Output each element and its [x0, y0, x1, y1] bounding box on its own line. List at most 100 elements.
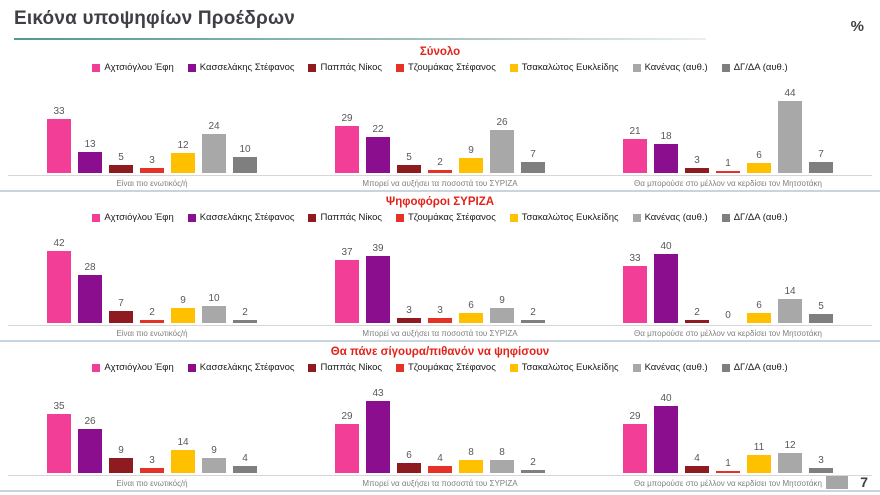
bar-column: 6 [747, 300, 771, 323]
bar [459, 158, 483, 173]
chart-group: 33 13 5 3 12 24 10 Είναι πιο ενωτικός/ή [8, 87, 296, 190]
x-axis-label: Μπορεί να αυξήσει τα ποσοστά του ΣΥΡΙΖΑ [296, 175, 584, 190]
bar-column: 3 [809, 455, 833, 473]
legend-item: ΔΓ/ΔΑ (αυθ.) [721, 212, 788, 223]
bar-value-label: 42 [53, 238, 65, 249]
bar [778, 453, 802, 473]
bar [366, 137, 390, 173]
bar-column: 6 [747, 150, 771, 173]
bar [428, 170, 452, 173]
legend-item: Τσακαλώτος Ευκλείδης [509, 212, 619, 223]
legend-swatch [308, 63, 317, 72]
bar [809, 162, 833, 173]
chart-group: 35 26 9 3 14 9 4 Είναι πιο ενωτικός/ή [8, 387, 296, 490]
bar-column: 7 [809, 149, 833, 173]
legend-label: Παππάς Νίκος [320, 212, 382, 223]
legend-item: Τζουμάκας Στέφανος [395, 212, 496, 223]
bar-value-label: 43 [372, 388, 384, 399]
bar-value-label: 3 [437, 305, 443, 316]
bars: 29 40 4 1 11 12 3 [584, 387, 872, 473]
bar-value-label: 12 [177, 140, 189, 151]
bar [490, 460, 514, 473]
legend-swatch [509, 213, 518, 222]
legend-swatch [308, 363, 317, 372]
bars: 33 40 2 0 6 14 5 [584, 237, 872, 323]
bar-value-label: 10 [208, 293, 220, 304]
bar [78, 152, 102, 173]
bar-value-label: 4 [694, 453, 700, 464]
bar-value-label: 14 [784, 286, 796, 297]
bar [366, 256, 390, 323]
chart-group: 21 18 3 1 6 44 7 Θα μπορούσε στο μέλλον να κερδ… [584, 87, 872, 190]
legend-label: Κανένας (αυθ.) [644, 362, 708, 373]
bars: 42 28 7 2 9 10 2 [8, 237, 296, 323]
bar-column: 26 [490, 117, 514, 173]
bar [428, 318, 452, 323]
bar [490, 308, 514, 323]
charts-row: 33 13 5 3 12 24 10 Είναι πιο ενωτικός/ή 29 22 5 2 9 2… [0, 87, 880, 190]
legend-label: Κανένας (αυθ.) [644, 212, 708, 223]
legend-swatch [308, 213, 317, 222]
bar-value-label: 8 [468, 447, 474, 458]
bar [459, 460, 483, 473]
legend-item: Κανένας (αυθ.) [632, 212, 708, 223]
bar-value-label: 11 [753, 442, 765, 453]
bar-column: 2 [428, 157, 452, 173]
bar-column: 3 [140, 455, 164, 473]
header: Εικόνα υποψηφίων Προέδρων % [0, 0, 880, 35]
legend-swatch [721, 63, 730, 72]
bar [623, 139, 647, 173]
bar [747, 163, 771, 173]
legend-item: Αχτσιόγλου Έφη [92, 62, 174, 73]
legend-label: Τζουμάκας Στέφανος [407, 212, 496, 223]
bar-column: 2 [233, 307, 257, 323]
bar [202, 306, 226, 323]
bar-value-label: 12 [784, 440, 796, 451]
legend-label: Αχτσιόγλου Έφη [104, 212, 174, 223]
footer: 7 [826, 474, 868, 490]
legend-label: Αχτσιόγλου Έφη [104, 62, 174, 73]
bar [47, 251, 71, 323]
bar-column: 35 [47, 401, 71, 473]
percent-label: % [850, 18, 864, 35]
legend-swatch [509, 363, 518, 372]
bar-column: 9 [490, 295, 514, 323]
page-number: 7 [860, 474, 868, 490]
bar [140, 168, 164, 173]
bar [716, 171, 740, 173]
legend-swatch [632, 213, 641, 222]
bar [233, 320, 257, 323]
legend-label: Κασσελάκης Στέφανος [199, 62, 295, 73]
chart-group: 29 43 6 4 8 8 2 Μπορεί να αυξήσει τα ποσοστά το… [296, 387, 584, 490]
chart-group: 37 39 3 3 6 9 2 Μπορεί να αυξήσει τα ποσοστά το… [296, 237, 584, 340]
bar-column: 28 [78, 262, 102, 323]
bar [78, 429, 102, 473]
bar-column: 2 [521, 307, 545, 323]
bar-column: 9 [202, 445, 226, 473]
bar [521, 162, 545, 173]
legend-swatch [632, 363, 641, 372]
bar [397, 463, 421, 473]
bar [140, 468, 164, 473]
bar-column: 5 [809, 301, 833, 323]
bars: 37 39 3 3 6 9 2 [296, 237, 584, 323]
bar-column: 12 [171, 140, 195, 173]
bar-column: 5 [397, 152, 421, 173]
x-axis-label: Μπορεί να αυξήσει τα ποσοστά του ΣΥΡΙΖΑ [296, 325, 584, 340]
bar [809, 468, 833, 473]
bar-value-label: 3 [694, 155, 700, 166]
legend-label: ΔΓ/ΔΑ (αυθ.) [733, 362, 788, 373]
x-axis-label: Θα μπορούσε στο μέλλον να κερδίσει τον Μ… [584, 325, 872, 340]
bar-value-label: 5 [818, 301, 824, 312]
legend-swatch [395, 213, 404, 222]
bar-column: 26 [78, 416, 102, 473]
bar-value-label: 33 [629, 253, 641, 264]
bar [47, 414, 71, 473]
bar [366, 401, 390, 473]
legend: Αχτσιόγλου Έφη Κασσελάκης Στέφανος Παππάς … [0, 62, 880, 73]
bar-column: 10 [202, 293, 226, 323]
bar [778, 101, 802, 173]
bar [78, 275, 102, 323]
bar-column: 9 [459, 145, 483, 173]
bar-value-label: 9 [118, 445, 124, 456]
